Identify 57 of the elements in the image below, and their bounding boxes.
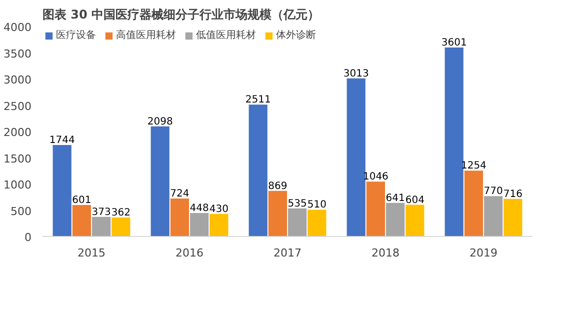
data-label: 3013	[343, 68, 369, 80]
y-tick-label: 3500	[4, 47, 32, 60]
bar	[210, 214, 228, 236]
x-tick-label: 2015	[78, 246, 106, 260]
bar	[366, 182, 386, 236]
data-label: 604	[405, 194, 424, 206]
legend-label: 低值医用耗材	[196, 28, 256, 42]
bar	[444, 47, 464, 236]
data-label: 716	[503, 188, 522, 200]
bar	[308, 210, 326, 236]
data-label: 2511	[245, 94, 271, 106]
data-label: 373	[92, 206, 111, 218]
bar	[346, 78, 366, 236]
bar	[406, 204, 424, 236]
y-tick-label: 2500	[4, 100, 32, 113]
data-label: 601	[72, 194, 92, 206]
y-tick-label: 2000	[4, 126, 32, 139]
x-tick-label: 2016	[176, 246, 204, 260]
bar	[288, 208, 307, 236]
chart-title: 图表 30 中国医疗器械细分子行业市场规模（亿元）	[42, 8, 320, 22]
legend-label: 体外诊断	[276, 28, 316, 42]
bar	[170, 198, 190, 236]
data-label: 724	[170, 188, 190, 200]
x-tick-label: 2019	[470, 246, 498, 260]
data-label: 535	[288, 198, 307, 210]
data-label: 1744	[49, 134, 75, 146]
y-tick-label: 0	[24, 231, 32, 244]
data-label: 510	[307, 200, 326, 211]
bar	[268, 190, 288, 236]
bar	[112, 217, 130, 236]
data-label: 3601	[441, 37, 467, 48]
data-label: 869	[268, 180, 288, 192]
x-tick-label: 2017	[274, 246, 302, 260]
data-label: 2098	[147, 116, 173, 128]
bar	[464, 170, 484, 236]
bar	[150, 126, 170, 236]
legend-label: 高值医用耗材	[116, 28, 176, 42]
y-tick-label: 1500	[4, 152, 32, 166]
bar	[72, 204, 92, 236]
bar	[248, 104, 268, 236]
data-label: 362	[111, 207, 130, 218]
bar	[190, 212, 209, 236]
bar	[92, 216, 111, 236]
y-tick-label: 500	[10, 204, 32, 218]
data-label: 430	[209, 204, 228, 215]
y-tick-label: 1000	[4, 178, 32, 192]
x-tick-label: 2018	[372, 246, 400, 260]
y-tick-label: 4000	[4, 21, 32, 34]
data-label: 641	[386, 192, 405, 204]
bar	[504, 198, 522, 236]
legend-label: 医疗设备	[56, 28, 96, 42]
y-tick-label: 3000	[4, 74, 32, 86]
bar	[484, 196, 503, 236]
bar	[386, 202, 405, 236]
bar	[52, 144, 72, 236]
data-label: 448	[190, 202, 209, 214]
data-label: 770	[484, 186, 503, 198]
